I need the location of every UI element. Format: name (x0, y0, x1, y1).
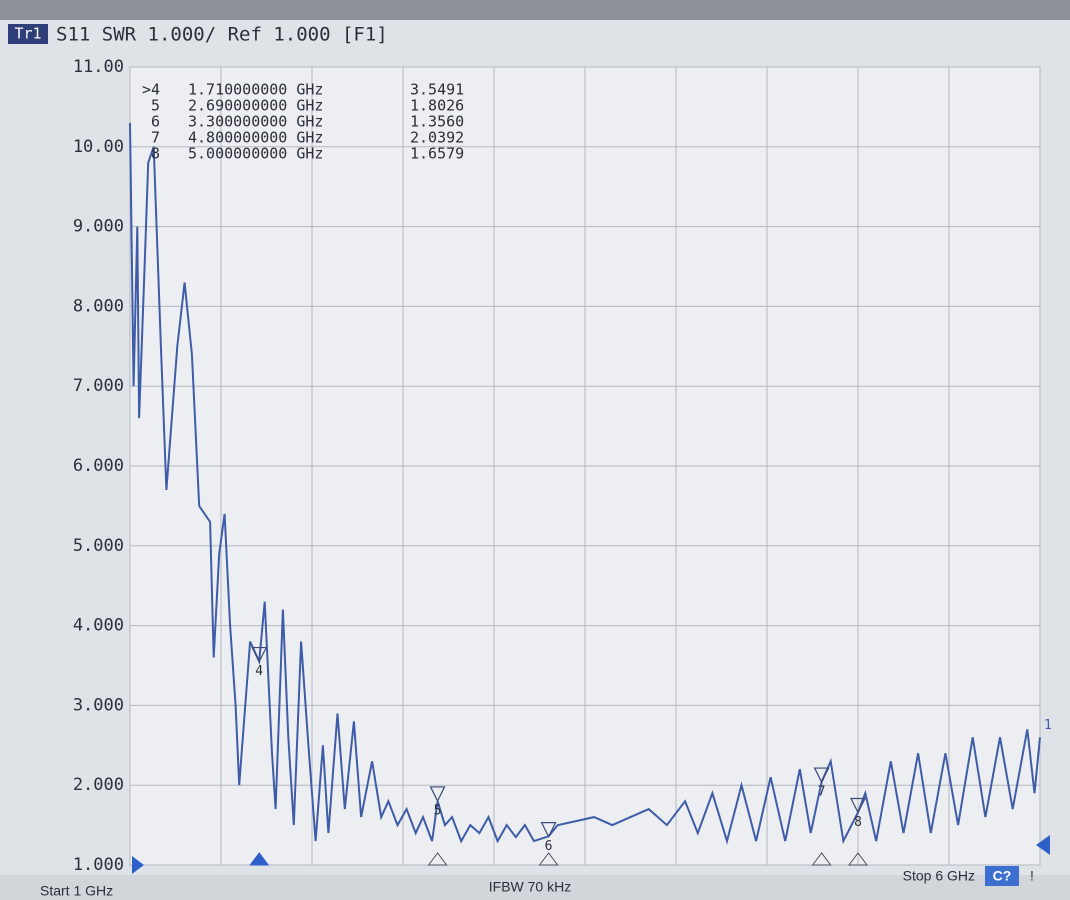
marker-table-value: 3.5491 (410, 81, 464, 99)
ref-arrow-left (132, 856, 144, 874)
marker-table-id: >4 (142, 81, 160, 99)
marker-stimulus-arrow (427, 852, 448, 866)
y-tick-label: 7.000 (73, 376, 124, 396)
top-bar (0, 0, 1070, 20)
footer-ifbw: IFBW 70 kHz (489, 879, 571, 895)
marker-stimulus-arrow (538, 852, 559, 866)
footer-stop: Stop 6 GHz (903, 868, 975, 884)
y-tick-label: 10.00 (73, 137, 124, 157)
marker-table-id: 7 (151, 129, 160, 147)
y-tick-label: 5.000 (73, 536, 124, 556)
marker-table-frequency: 3.300000000 GHz (188, 113, 323, 131)
y-tick-label: 11.00 (73, 57, 124, 77)
y-tick-label: 3.000 (73, 695, 124, 715)
marker-stimulus-arrow (249, 852, 270, 866)
trace-end-label: 1 (1044, 718, 1052, 733)
marker-flag-label: 8 (854, 815, 862, 830)
marker-table-id: 8 (151, 145, 160, 163)
marker-table-id: 5 (151, 97, 160, 115)
status-badge: C? (993, 868, 1012, 884)
y-tick-label: 1.000 (73, 855, 124, 875)
status-flag: ! (1030, 868, 1034, 884)
marker-table-frequency: 5.000000000 GHz (188, 145, 323, 163)
y-tick-label: 4.000 (73, 616, 124, 636)
marker-table-frequency: 4.800000000 GHz (188, 129, 323, 147)
trace (129, 122, 1041, 845)
footer-start: Start 1 GHz (40, 883, 113, 899)
marker-table-id: 6 (151, 113, 160, 131)
marker-flag (813, 767, 830, 784)
marker-flag-label: 4 (255, 664, 263, 679)
marker-flag (540, 821, 557, 838)
y-tick-label: 9.000 (73, 217, 124, 237)
marker-stimulus-arrow (811, 852, 832, 866)
y-tick-label: 2.000 (73, 775, 124, 795)
marker-flag (429, 786, 446, 803)
marker-table-value: 1.3560 (410, 113, 464, 131)
marker-table-value: 1.8026 (410, 97, 464, 115)
y-tick-label: 8.000 (73, 296, 124, 316)
marker-flag-label: 6 (545, 839, 553, 854)
marker-flag (251, 646, 268, 663)
marker-stimulus-arrow (848, 852, 868, 866)
marker-table-value: 1.6579 (410, 145, 464, 163)
ref-arrow-right (1036, 835, 1050, 855)
footer-bar (0, 875, 1070, 900)
trace-badge (8, 24, 48, 44)
chart-title: S11 SWR 1.000/ Ref 1.000 [F1] (56, 24, 388, 46)
trace-label: Tr1 (14, 25, 41, 43)
marker-table-value: 2.0392 (410, 129, 464, 147)
marker-flag-label: 7 (818, 785, 826, 800)
marker-flag-label: 5 (434, 803, 442, 818)
y-tick-label: 6.000 (73, 456, 124, 476)
marker-table-frequency: 1.710000000 GHz (188, 81, 323, 99)
marker-flag (850, 797, 866, 814)
marker-table-frequency: 2.690000000 GHz (188, 97, 323, 115)
status-badge-box (985, 866, 1019, 886)
